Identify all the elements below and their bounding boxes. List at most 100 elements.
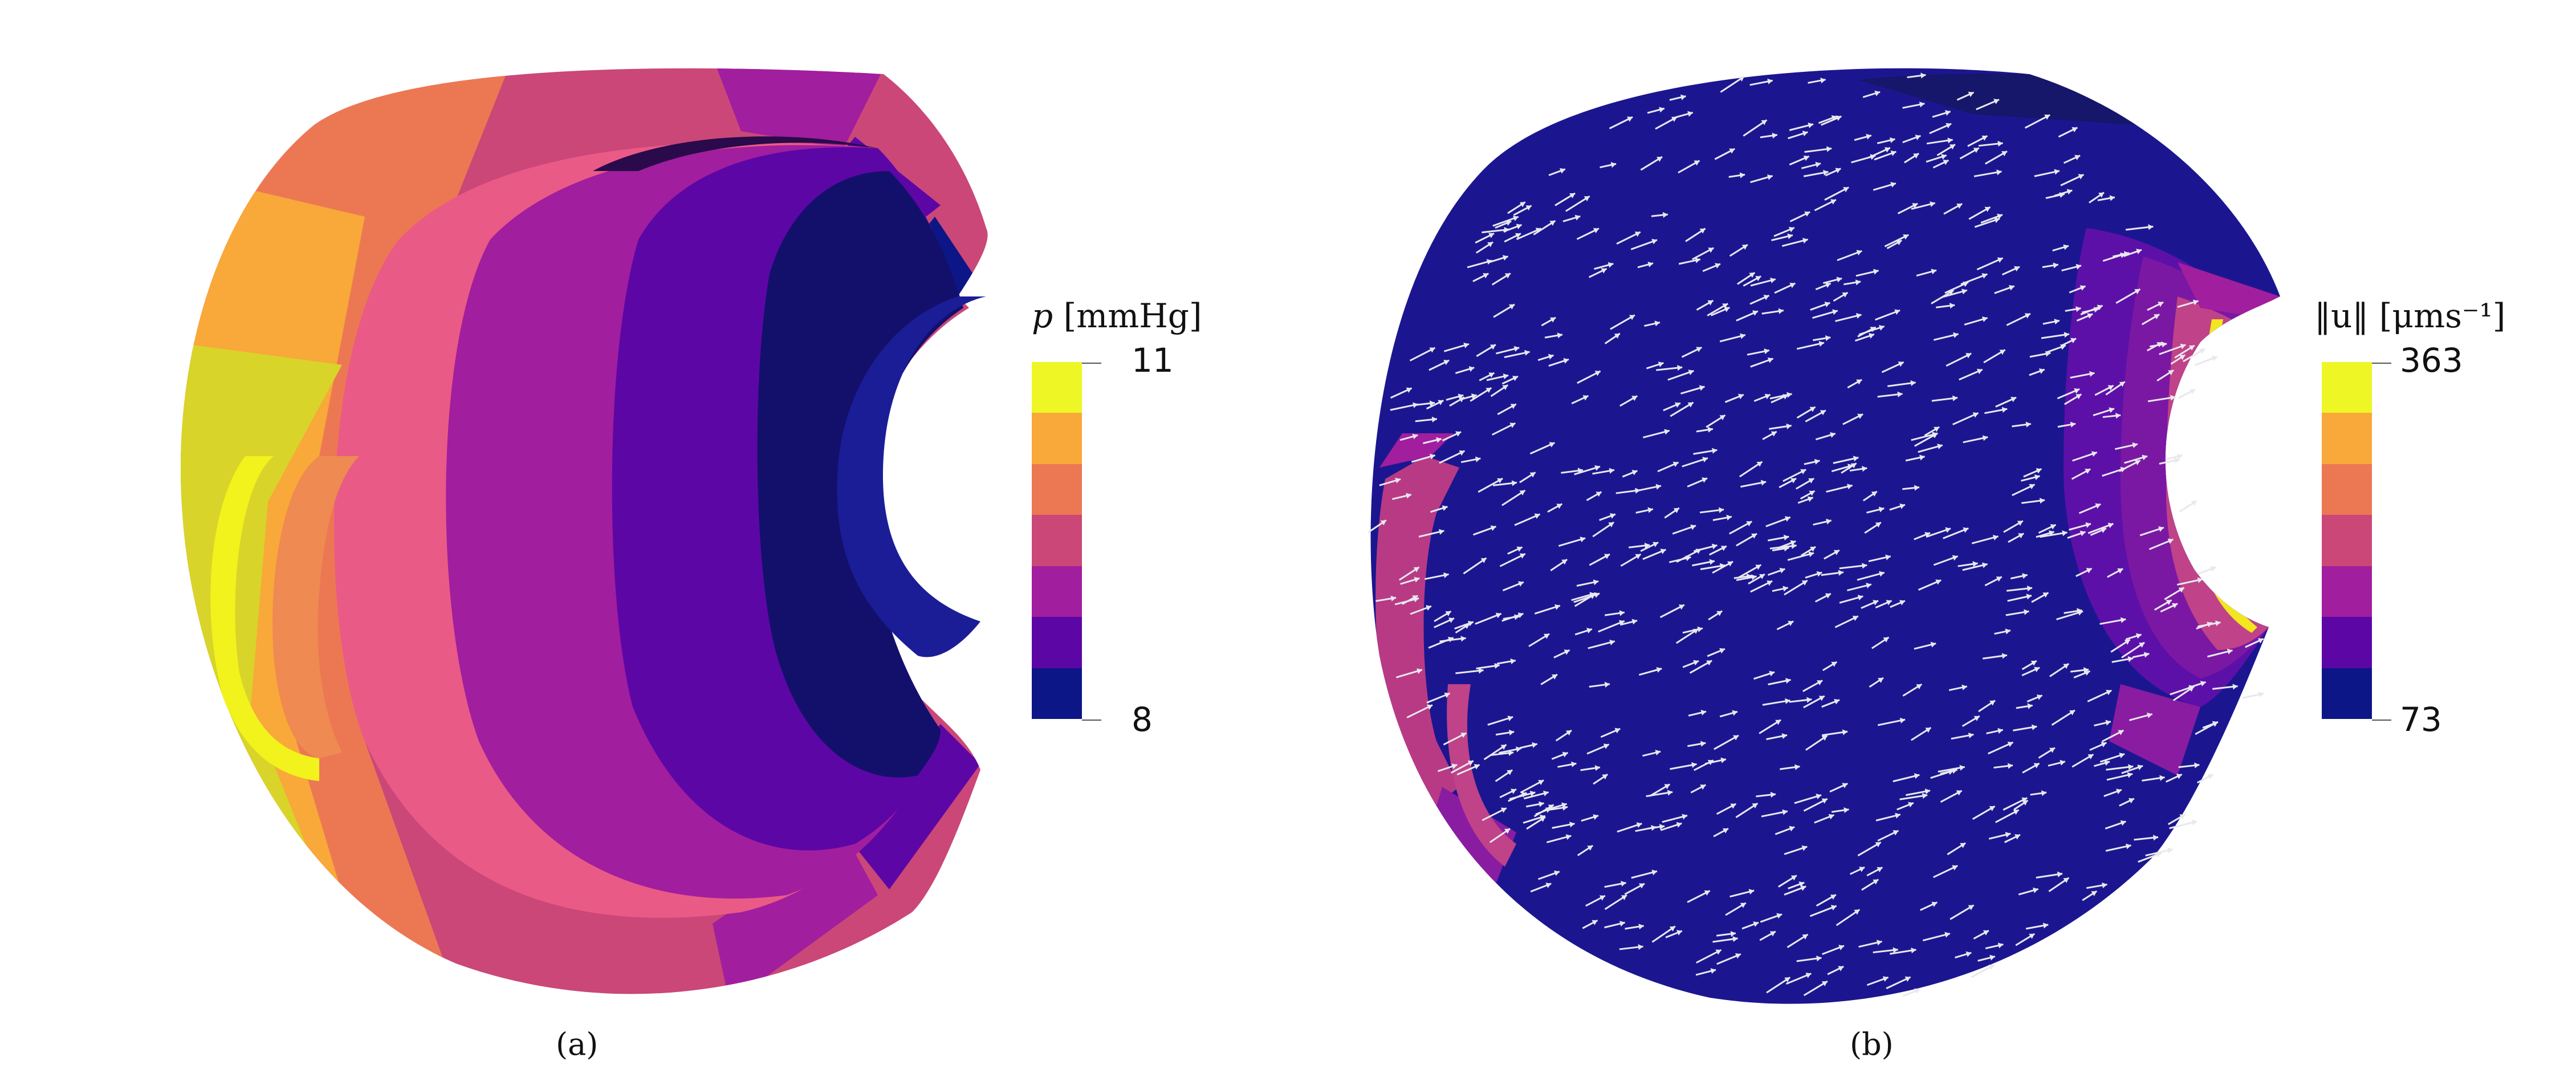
velocity-arrow-head [1594,371,1601,376]
velocity-arrow-head [2102,882,2107,888]
velocity-arrow-head [1804,211,1810,217]
velocity-arrow-head [1500,807,1507,813]
velocity-arrow-head [1817,680,1823,686]
velocity-arrow-head [1945,527,1951,533]
velocity-arrow-head [1783,534,1789,540]
velocity-arrow-head [1853,456,1859,462]
velocity-arrow-head [1862,466,1867,472]
velocity-arrow-head [2179,814,2186,820]
velocity-arrow-head [2060,759,2065,766]
velocity-arrow-head [1390,595,1397,602]
velocity-arrow-head [1483,273,1489,279]
velocity-arrow-head [2109,407,2115,413]
velocity-arrow-head [1700,709,1707,716]
velocity-arrow-head [2128,798,2134,804]
velocity-arrow-head [1818,341,1824,347]
velocity-arrow-head [2085,469,2091,474]
velocity-arrow-head [1761,120,1767,125]
velocity-arrow-head [2017,521,2023,526]
velocity-arrow-head [1697,626,1703,632]
velocity-arrow-head [1720,757,1726,763]
velocity-arrow-head [1673,507,1679,514]
velocity-arrow-head [2127,772,2133,778]
colorbar-a-segment [1032,617,1082,668]
velocity-arrow-head [1507,716,1513,721]
velocity-arrow-head [2084,670,2090,676]
velocity-arrow-head [1551,674,1557,680]
velocity-arrow-head [1855,312,1862,319]
velocity-arrow-head [1699,385,1705,391]
velocity-arrow-head [2054,169,2060,175]
velocity-arrow-head [1746,573,1752,580]
velocity-arrow-head [1755,276,1761,282]
velocity-arrow-head [1609,468,1614,474]
velocity-arrow-head [1932,432,1938,438]
velocity-arrow-head [1770,277,1776,283]
velocity-arrow-head [2050,524,2056,530]
velocity-arrow-head [1982,435,1988,441]
colorbar-b-max-label: 363 [2400,341,2463,380]
velocity-arrow-head [1983,930,1989,936]
velocity-arrow-head [1816,794,1822,799]
velocity-arrow-head [2207,774,2213,780]
eye-pressure-rendering [180,68,988,994]
velocity-arrow-head [1788,620,1794,627]
velocity-arrow-head [1729,148,1735,154]
velocity-arrow-head [1532,742,1537,748]
velocity-arrow-head [1871,491,1877,497]
velocity-arrow-head [1676,930,1682,936]
velocity-arrow-head [1599,895,1605,901]
velocity-arrow-head [1911,947,1916,954]
velocity-arrow-head [2158,526,2164,532]
velocity-arrow-head [2215,620,2221,627]
velocity-arrow-head [2091,891,2097,896]
velocity-arrow-head [1874,90,1881,96]
velocity-arrow-head [1608,262,1614,268]
velocity-arrow-head [1956,203,1963,209]
velocity-arrow-head [1992,534,1999,540]
velocity-arrow-head [2132,442,2138,448]
velocity-arrow-head [1830,895,1836,900]
velocity-arrow-head [1543,790,1549,796]
velocity-arrow-head [1460,636,1466,642]
velocity-arrow-head [1644,542,1650,548]
velocity-arrow-head [1659,824,1665,830]
velocity-arrow-head [1614,333,1620,339]
velocity-arrow-head [1577,468,1583,474]
velocity-arrow-head [1816,571,1822,577]
velocity-arrow-head [1488,233,1495,238]
velocity-arrow-head [2168,370,2174,376]
velocity-arrow-head [1653,542,1659,547]
velocity-arrow-head [1935,579,1942,585]
velocity-arrow-head [1380,520,1386,526]
velocity-arrow-head [1821,735,1828,741]
velocity-arrow-head [1821,798,1828,804]
velocity-arrow-head [1557,332,1562,339]
velocity-arrow-head [1830,432,1836,438]
velocity-arrow-head [1803,155,1809,161]
velocity-arrow-head [2120,820,2126,826]
velocity-arrow-head [1763,294,1769,300]
velocity-arrow-head [1561,559,1568,565]
velocity-arrow-head [2207,621,2212,628]
velocity-arrow-head [2079,285,2086,291]
velocity-arrow-head [1655,750,1661,756]
velocity-arrow-head [1631,470,1638,475]
velocity-arrow-head [1764,393,1771,400]
velocity-arrow-head [2022,573,2028,579]
velocity-arrow-head [1608,522,1614,528]
velocity-arrow-head [1873,879,1879,885]
velocity-arrow-head [1801,580,1808,586]
velocity-arrow-head [2156,342,2163,348]
velocity-arrow-head [1534,513,1540,519]
velocity-arrow-head [1712,448,1718,454]
velocity-arrow-head [2098,192,2104,198]
velocity-arrow-head [1893,830,1899,836]
velocity-arrow-head [1504,828,1511,834]
velocity-arrow-head [1997,213,2003,220]
velocity-arrow-head [1866,133,1871,140]
velocity-arrow-head [1869,333,1874,339]
velocity-arrow-head [1413,567,1419,572]
velocity-arrow-head [2011,396,2017,403]
velocity-arrow-head [1960,843,1966,848]
